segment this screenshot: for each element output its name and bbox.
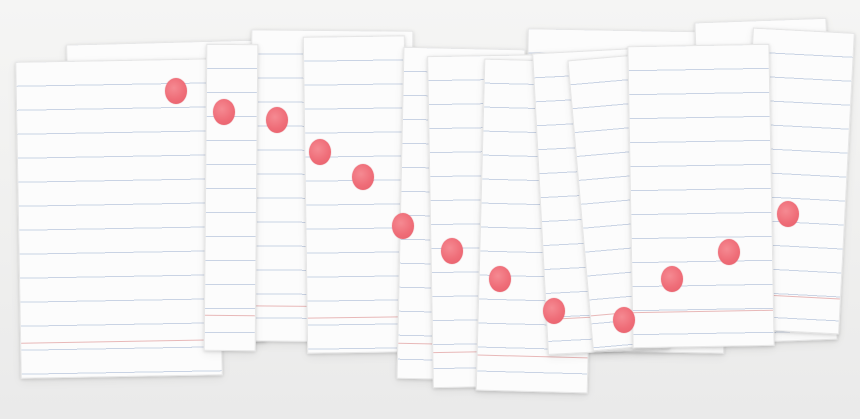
red-dot bbox=[213, 99, 235, 125]
red-dot bbox=[543, 298, 565, 324]
red-dot bbox=[489, 266, 511, 292]
red-dot bbox=[441, 238, 463, 264]
red-dot bbox=[309, 139, 331, 165]
red-dot bbox=[352, 164, 374, 190]
paper-sheet bbox=[15, 58, 223, 379]
red-dot bbox=[165, 78, 187, 104]
red-dot bbox=[661, 266, 683, 292]
red-dot bbox=[392, 213, 414, 239]
paper-sheet bbox=[203, 43, 259, 352]
paper-sheet bbox=[302, 35, 410, 354]
red-dot bbox=[718, 239, 740, 265]
red-dot bbox=[777, 201, 799, 227]
red-dot bbox=[613, 307, 635, 333]
paper-sheet bbox=[627, 43, 775, 349]
red-dot bbox=[266, 107, 288, 133]
